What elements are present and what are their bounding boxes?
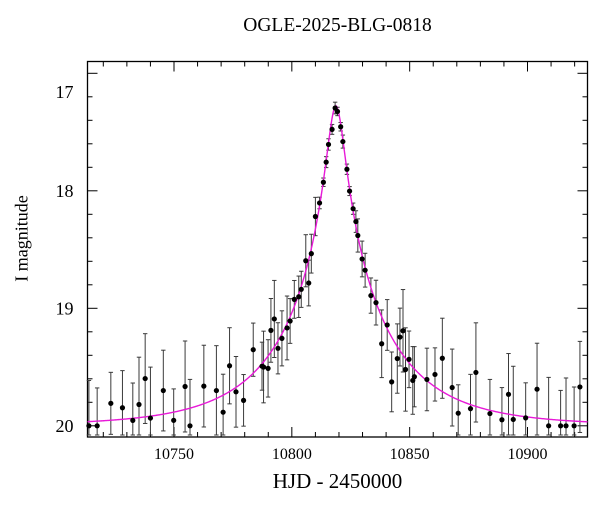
svg-text:10800: 10800 xyxy=(272,446,312,463)
svg-text:19: 19 xyxy=(56,298,74,318)
svg-text:20: 20 xyxy=(56,416,74,436)
svg-text:18: 18 xyxy=(56,181,74,201)
svg-text:10850: 10850 xyxy=(390,446,430,463)
svg-text:10750: 10750 xyxy=(154,446,194,463)
svg-text:10900: 10900 xyxy=(508,446,548,463)
svg-text:17: 17 xyxy=(56,82,74,102)
